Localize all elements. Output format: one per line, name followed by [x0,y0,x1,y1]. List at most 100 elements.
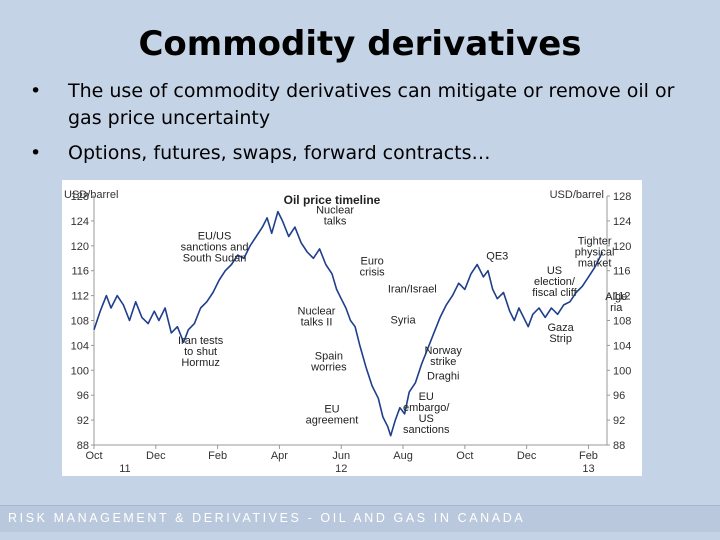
y-tick-label-right: 96 [613,390,625,402]
y-tick-label-right: 88 [613,440,625,452]
x-tick-label: Feb [579,450,598,462]
chart-annotation: QE3 [486,250,508,262]
y-tick-label-right: 128 [613,191,631,203]
chart-annotation-line: Tighter [578,236,612,248]
y-tick-label-right: 120 [613,241,631,253]
chart-annotation-line: Nuclear [316,204,354,216]
chart-annotation: Iran/Israel [388,283,437,295]
y-tick-label-left: 96 [77,390,89,402]
y-tick-label-right: 124 [613,216,631,228]
chart-annotation: Euro crisis [360,255,386,278]
bullet-text: Options, futures, swaps, forward contrac… [68,142,491,164]
chart-annotation-line: strike [430,356,456,368]
chart-annotation: EU embargo/US sanctions [403,391,450,436]
chart-annotation: Draghi [427,371,459,383]
x-tick-label: Dec [517,450,537,462]
chart-annotation-line: Syria [391,315,417,327]
chart-title: Oil price timeline [284,193,381,207]
y-tick-label-left: 120 [71,241,89,253]
bullet-marker: • [30,142,42,164]
bullet-item: • The use of commodity derivatives can mi… [30,78,690,132]
footer-band: RISK MANAGEMENT & DERIVATIVES - OIL AND … [0,505,720,532]
x-tick-label: Dec [146,450,166,462]
chart-annotation-line: market [578,258,612,270]
chart-annotation: Syria [391,315,417,327]
chart-annotation: Alge ria [605,291,627,314]
y-tick-label-left: 92 [77,415,89,427]
chart-annotation: Tighter physical market [575,236,615,270]
oil-price-line [93,210,604,437]
y-axis-label-right: USD/barrel [550,189,604,201]
chart-annotation: Gaza Strip [547,322,574,345]
chart-annotation-line: election/ [534,276,576,288]
chart-annotation-line: EU [419,391,434,403]
oil-price-chart: Oil price timeline USD/barrel USD/barrel… [62,180,642,476]
y-tick-label-right: 104 [613,340,631,352]
chart-annotation-line: worries [310,362,347,374]
chart-annotation-line: Iran/Israel [388,283,437,295]
chart-annotation-line: sanctions and [181,242,249,254]
x-tick-label: Aug [393,450,413,462]
bullet-list: • The use of commodity derivatives can mi… [30,78,690,175]
x-tick-label: Jun [332,450,350,462]
chart-annotation-line: QE3 [486,250,508,262]
x-year-label: 12 [335,463,347,475]
y-axis-label-left: USD/barrel [64,189,118,201]
slide-title: Commodity derivatives [138,24,582,64]
chart-annotation: EU/US sanctions and South Sudan [181,231,249,265]
chart-annotation-line: Norway [425,345,463,357]
chart-annotation-line: Draghi [427,371,459,383]
chart-annotation-line: Gaza [547,322,574,334]
chart-annotation-line: EU [324,404,339,416]
chart-annotation-line: Nuclear [298,305,336,317]
chart-annotation-line: US [419,413,434,425]
bullet-item: • Options, futures, swaps, forward contra… [30,140,690,167]
y-tick-label-right: 100 [613,365,631,377]
y-tick-label-right: 92 [613,415,625,427]
y-tick-label-left: 108 [71,316,89,328]
chart-annotation-line: South Sudan [183,253,247,265]
y-tick-label-left: 100 [71,365,89,377]
chart-annotation: EU agreement [306,404,359,427]
chart-annotation-line: Hormuz [181,357,220,369]
chart-annotation: US election/fiscal cliff [532,265,577,299]
chart-annotation-line: fiscal cliff [532,287,577,299]
chart-annotation-line: talks II [301,316,333,328]
x-tick-label: Apr [271,450,288,462]
chart-annotation-line: to shut [184,346,217,358]
chart-annotation-line: Euro [361,255,384,267]
x-tick-label: Oct [456,450,473,462]
chart-annotation-line: ria [610,302,623,314]
y-tick-label-left: 104 [71,340,89,352]
chart-annotation-line: sanctions [403,424,450,436]
footer-text: RISK MANAGEMENT & DERIVATIVES - OIL AND … [8,511,526,525]
oil-price-chart-svg: Oil price timeline USD/barrel USD/barrel… [64,189,631,475]
bullet-marker: • [30,80,42,102]
y-tick-label-left: 116 [71,266,89,278]
chart-annotation: Norway strike [425,345,463,368]
bullet-text: The use of commodity derivatives can mit… [68,80,675,129]
y-tick-label-right: 116 [613,266,631,278]
chart-annotation-line: Iran tests [178,335,224,347]
y-tick-label-right: 108 [613,316,631,328]
chart-annotation-line: embargo/ [403,402,450,414]
x-year-label: 13 [582,463,594,475]
y-tick-label-left: 88 [77,440,89,452]
x-tick-label: Oct [85,450,102,462]
chart-annotation-line: Alge [605,291,627,303]
chart-annotation: Nuclear talks [316,204,354,227]
x-year-label: 11 [119,463,130,475]
chart-annotation-line: talks [324,215,347,227]
chart-annotation-line: Spain [315,351,343,363]
y-tick-label-left: 124 [71,216,89,228]
chart-annotation-line: EU/US [198,231,232,243]
chart-annotation: Nuclear talks II [298,305,336,328]
chart-annotation-line: Strip [549,333,572,345]
chart-annotation: Iran tests to shut Hormuz [178,335,224,369]
y-tick-label-left: 112 [71,291,89,303]
y-tick-label-left: 128 [71,191,89,203]
chart-annotation-line: crisis [360,266,386,278]
x-tick-label: Feb [208,450,227,462]
chart-annotation: Spain worries [310,351,347,374]
y-tick-label-right: 112 [613,291,631,303]
